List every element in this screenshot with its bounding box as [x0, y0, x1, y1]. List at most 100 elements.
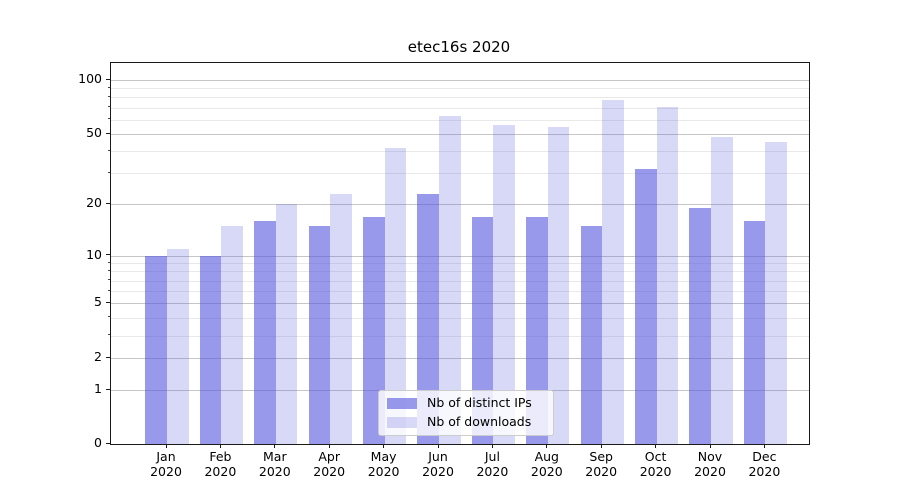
grid-major-line — [111, 204, 809, 206]
grid-minor-line — [111, 263, 809, 265]
legend-swatch-downloads — [387, 416, 417, 428]
x-tick-year: 2020 — [150, 464, 182, 479]
bar-distinct-ips-sep — [580, 225, 603, 444]
y-minor-tick — [107, 149, 110, 151]
x-tick — [763, 444, 765, 448]
grid-minor-line — [111, 107, 809, 109]
x-tick-month: Apr — [318, 449, 340, 464]
bar-downloads-dec — [765, 142, 788, 444]
y-tick — [106, 254, 110, 255]
y-minor-tick — [107, 261, 110, 263]
bar-downloads-nov — [711, 137, 733, 444]
x-tick-month: Mar — [263, 449, 287, 464]
x-tick-month: Jan — [156, 449, 176, 464]
bar-downloads-apr — [330, 193, 352, 444]
y-tick-label: 0 — [94, 435, 102, 450]
x-tick-month: Jun — [428, 449, 448, 464]
y-tick-label: 50 — [86, 125, 102, 141]
grid-minor-line — [111, 335, 809, 337]
y-minor-tick — [107, 171, 110, 173]
bar-distinct-ips-aug — [526, 216, 548, 444]
bar-downloads-feb — [221, 225, 244, 444]
y-minor-tick — [107, 289, 110, 291]
x-tick-year: 2020 — [476, 464, 509, 479]
x-tick-year: 2020 — [258, 464, 291, 479]
bar-downloads-jun — [439, 116, 461, 444]
grid-major-line — [111, 80, 809, 81]
x-tick-year: 2020 — [204, 464, 237, 479]
bar-downloads-sep — [602, 100, 624, 444]
grid-minor-line — [111, 173, 809, 175]
x-tick-label: Aug 2020 — [519, 449, 575, 479]
x-tick-label: May 2020 — [356, 449, 412, 479]
x-tick-label: Jun 2020 — [410, 449, 466, 479]
y-minor-tick — [107, 269, 110, 271]
bar-distinct-ips-may — [362, 216, 385, 444]
grid-minor-line — [111, 97, 809, 99]
x-tick-label: Nov 2020 — [682, 449, 738, 479]
x-tick-label: Feb 2020 — [192, 449, 248, 479]
x-tick — [655, 444, 657, 448]
bar-distinct-ips-jul — [471, 216, 494, 444]
grid-minor-line — [111, 291, 809, 293]
x-tick — [165, 444, 167, 448]
bar-distinct-ips-jan — [145, 255, 167, 444]
grid-major-line — [111, 255, 809, 257]
x-tick-month: Jul — [484, 449, 500, 464]
plot-area — [110, 62, 810, 445]
x-tick — [437, 444, 439, 448]
x-tick-label: Oct 2020 — [628, 449, 684, 479]
x-tick — [546, 444, 548, 448]
y-minor-tick — [107, 95, 110, 97]
y-tick-label: 10 — [86, 246, 102, 262]
x-tick-label: Sep 2020 — [573, 449, 629, 479]
x-tick-year: 2020 — [694, 464, 726, 479]
y-tick-label: 5 — [94, 294, 102, 310]
x-tick-label: Dec 2020 — [736, 449, 792, 479]
y-minor-tick — [107, 279, 110, 281]
x-tick-year: 2020 — [313, 464, 346, 479]
bar-downloads-jan — [167, 248, 189, 444]
grid-major-line — [111, 134, 809, 136]
x-tick-year: 2020 — [422, 464, 454, 479]
bar-distinct-ips-jun — [417, 193, 439, 444]
bar-distinct-ips-apr — [308, 225, 331, 444]
x-tick-month: Oct — [644, 449, 667, 464]
bar-downloads-jul — [493, 125, 516, 444]
y-minor-tick — [107, 86, 110, 88]
legend-item-distinct-ips: Nb of distinct IPs — [387, 396, 545, 410]
chart-title: etec16s 2020 — [407, 38, 511, 56]
x-tick — [491, 444, 493, 448]
y-tick-label: 1 — [94, 381, 102, 397]
bar-distinct-ips-feb — [199, 255, 222, 444]
grid-minor-line — [111, 271, 809, 273]
bar-downloads-may — [384, 147, 407, 444]
y-tick-label: 20 — [86, 195, 102, 211]
bar-downloads-oct — [656, 106, 679, 444]
x-tick-year: 2020 — [639, 464, 672, 479]
y-tick — [106, 202, 110, 204]
bar-downloads-aug — [547, 126, 570, 444]
x-tick-month: Aug — [534, 449, 559, 464]
x-tick — [328, 444, 330, 448]
legend: Nb of distinct IPs Nb of downloads — [378, 390, 554, 436]
legend-label-downloads: Nb of downloads — [427, 414, 532, 429]
x-tick-year: 2020 — [585, 464, 618, 479]
grid-minor-line — [111, 151, 809, 153]
y-tick — [106, 388, 110, 390]
x-tick-month: Nov — [697, 449, 723, 464]
grid-minor-line — [111, 119, 809, 121]
legend-item-downloads: Nb of downloads — [387, 415, 545, 429]
x-tick-year: 2020 — [748, 464, 781, 479]
bar-distinct-ips-nov — [689, 208, 711, 444]
x-tick-year: 2020 — [530, 464, 563, 479]
x-tick — [274, 444, 276, 448]
x-tick — [600, 444, 602, 448]
y-tick — [106, 356, 110, 358]
x-tick — [709, 444, 711, 448]
bar-distinct-ips-oct — [634, 168, 657, 444]
y-tick — [106, 132, 110, 134]
legend-swatch-distinct-ips — [387, 397, 417, 409]
legend-label-distinct-ips: Nb of distinct IPs — [427, 395, 532, 410]
bar-distinct-ips-mar — [254, 221, 276, 444]
